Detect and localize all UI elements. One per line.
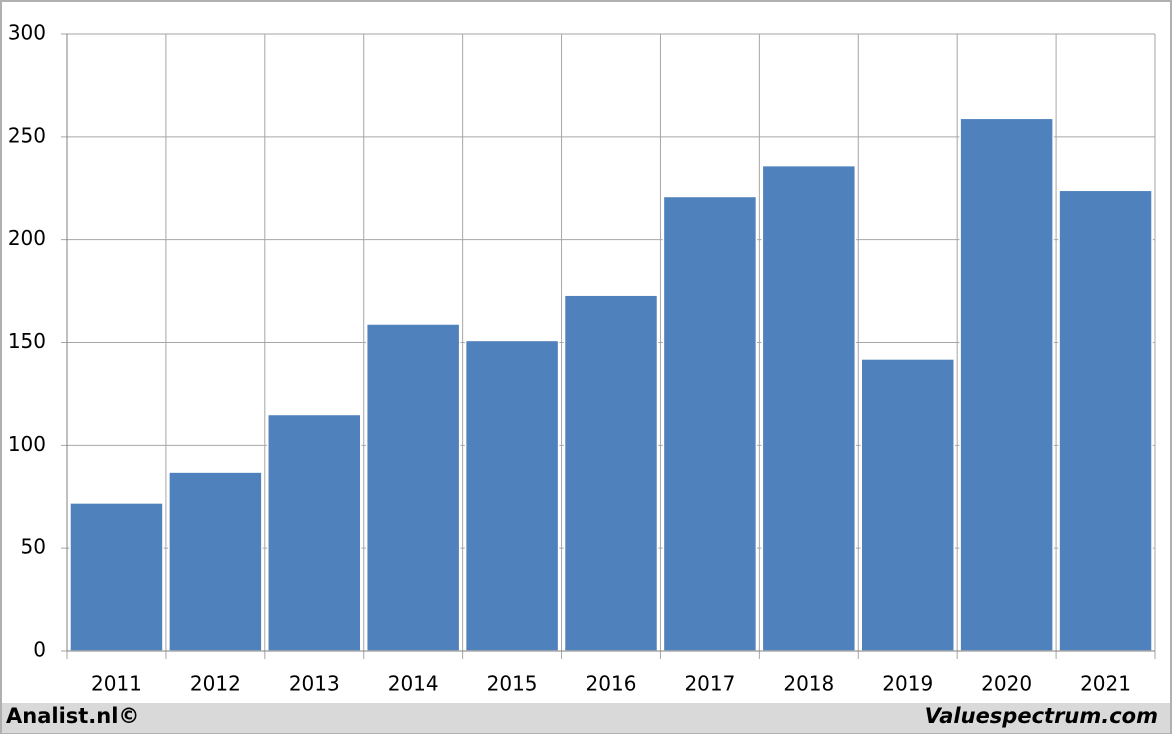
bar — [662, 195, 758, 652]
bar — [464, 339, 560, 652]
x-tick-label: 2016 — [586, 672, 637, 696]
bar — [959, 117, 1054, 652]
bar — [1058, 189, 1153, 652]
x-tick-label: 2015 — [487, 672, 538, 696]
x-tick-label: 2019 — [882, 672, 933, 696]
bar — [761, 164, 857, 652]
x-tick-label: 2017 — [684, 672, 735, 696]
y-tick-label: 300 — [8, 21, 46, 45]
bar — [563, 294, 659, 652]
footer-bar — [2, 703, 1170, 733]
y-tick-label: 250 — [8, 123, 46, 147]
bar — [860, 358, 955, 652]
x-tick-label: 2014 — [388, 672, 439, 696]
x-tick-label: 2021 — [1080, 672, 1131, 696]
bar — [365, 323, 461, 652]
y-tick-label: 0 — [33, 638, 46, 662]
footer-left: Analist.nl© — [6, 704, 139, 728]
y-tick-label: 100 — [8, 432, 46, 456]
x-tick-label: 2020 — [981, 672, 1032, 696]
footer-right: Valuespectrum.com — [925, 704, 1158, 728]
bar — [69, 502, 164, 652]
y-tick-label: 200 — [8, 226, 46, 250]
y-tick-label: 50 — [21, 535, 46, 559]
x-tick-label: 2012 — [190, 672, 241, 696]
bar — [168, 471, 263, 652]
x-tick-label: 2013 — [289, 672, 340, 696]
x-tick-label: 2018 — [783, 672, 834, 696]
bar — [267, 413, 362, 652]
x-tick-label: 2011 — [91, 672, 142, 696]
y-tick-label: 150 — [8, 329, 46, 353]
